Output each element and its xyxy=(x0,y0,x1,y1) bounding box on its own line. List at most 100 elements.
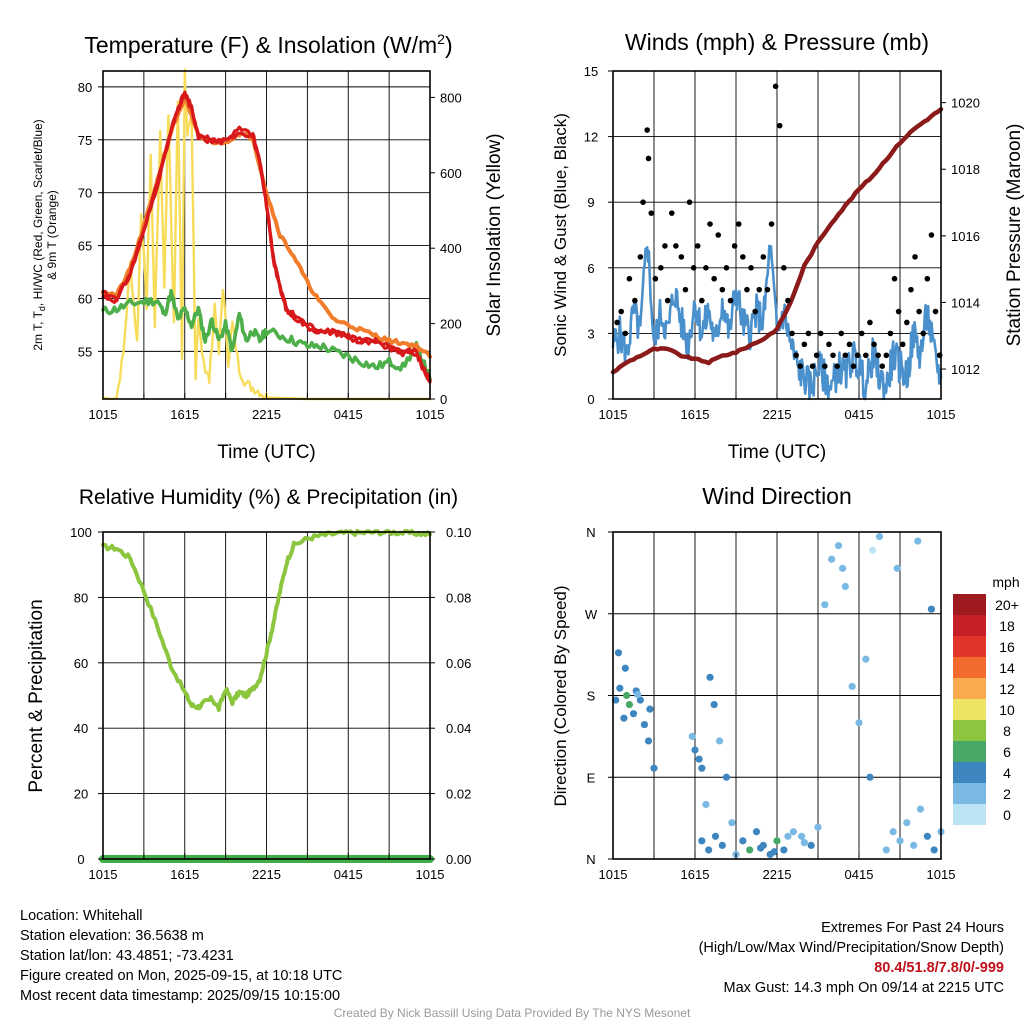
gust-point xyxy=(637,254,644,260)
gust-point xyxy=(879,363,886,370)
direction-point xyxy=(855,719,863,727)
direction-point xyxy=(916,805,925,813)
gust-point xyxy=(932,308,939,315)
y2-tick-label: 1012 xyxy=(951,362,980,377)
chart-title: Relative Humidity (%) & Precipitation (i… xyxy=(79,486,458,509)
gust-point xyxy=(723,265,730,271)
x-tick-label: 1015 xyxy=(927,407,956,422)
title-close: ) xyxy=(445,32,453,58)
gust-point xyxy=(834,363,840,370)
legend-label: 0 xyxy=(1003,807,1011,823)
gust-point xyxy=(809,363,816,370)
created-text: Figure created on Mon, 2025-09-15, at 10… xyxy=(20,968,343,984)
direction-point xyxy=(862,655,870,663)
x-tick-label: 2215 xyxy=(763,867,792,882)
direction-point xyxy=(773,837,781,845)
y2-tick-label: 600 xyxy=(440,166,462,181)
direction-point xyxy=(896,837,904,845)
direction-point xyxy=(621,664,629,672)
gust-point xyxy=(928,232,935,238)
latlon-text: Station lat/lon: 43.4851; -73.4231 xyxy=(20,948,234,964)
x-tick-label: 2215 xyxy=(252,407,281,422)
legend-swatch xyxy=(953,699,986,720)
gust-point xyxy=(768,221,775,227)
legend-label: 2 xyxy=(1003,786,1011,802)
legend-label: 16 xyxy=(999,639,1015,655)
gust-point xyxy=(682,286,689,293)
y-axis-label: Percent & Precipitation xyxy=(26,599,47,792)
x-tick-label: 1015 xyxy=(416,867,445,882)
station-info: Location: Whitehall Station elevation: 3… xyxy=(20,906,342,1006)
x-tick-label: 0415 xyxy=(334,407,363,422)
direction-point xyxy=(841,582,849,591)
elevation-text: Station elevation: 36.5638 m xyxy=(20,928,204,944)
legend-label: 14 xyxy=(999,660,1015,676)
title-sup: 2 xyxy=(437,31,445,47)
direction-point xyxy=(705,846,713,854)
legend-title: mph xyxy=(992,574,1019,590)
gust-point xyxy=(748,265,754,271)
x-tick-label: 1615 xyxy=(170,407,199,422)
direction-point xyxy=(739,837,747,845)
direction-point xyxy=(614,649,623,657)
gust-point xyxy=(781,265,787,271)
gust-point xyxy=(711,275,717,282)
gust-point xyxy=(690,265,697,271)
gust-point xyxy=(662,243,668,249)
gust-point xyxy=(744,286,750,293)
gust-point xyxy=(789,330,795,337)
direction-point xyxy=(882,846,890,854)
gust-point xyxy=(887,330,894,337)
humidity-chart: 1015 1615 2215 0415 1015 0 20 40 60 80 100 0.00 0.02… xyxy=(26,486,471,882)
gust-point xyxy=(707,221,713,227)
y-tick-label: E xyxy=(587,770,596,785)
x-tick-label: 1615 xyxy=(681,407,710,422)
direction-point xyxy=(757,844,765,852)
gust-point xyxy=(764,286,771,293)
gust-point xyxy=(854,352,861,359)
y2-tick-label: 1020 xyxy=(951,96,980,111)
gust-point xyxy=(694,243,701,249)
y-tick-label: 100 xyxy=(70,525,92,540)
legend-label: 20+ xyxy=(995,597,1019,613)
y-tick-label: W xyxy=(585,607,598,622)
direction-point xyxy=(889,828,897,836)
y2-tick-label: 0.02 xyxy=(446,787,471,802)
y-tick-label: 0 xyxy=(587,392,594,407)
y-tick-label: S xyxy=(587,689,596,704)
gust-point xyxy=(760,254,767,260)
gust-point xyxy=(673,243,679,249)
legend-swatch xyxy=(953,615,986,636)
gust-point xyxy=(826,341,832,348)
gust-point xyxy=(632,297,638,304)
direction-point xyxy=(930,846,938,854)
gust-point xyxy=(644,127,650,133)
y2-tick-label: 200 xyxy=(440,317,462,332)
gust-point xyxy=(801,341,808,348)
gust-point xyxy=(648,210,655,216)
y-tick-label: 80 xyxy=(74,590,88,605)
gust-point xyxy=(797,363,804,370)
y2-tick-label: 800 xyxy=(440,90,462,105)
gust-point xyxy=(858,330,865,337)
gust-point xyxy=(652,275,659,282)
direction-point xyxy=(716,737,724,745)
gust-point xyxy=(895,308,902,315)
y-tick-label: 12 xyxy=(584,130,598,145)
y-tick-label: 55 xyxy=(78,344,92,359)
gust-point xyxy=(752,308,758,315)
direction-point xyxy=(875,532,884,541)
y2-tick-label: 0.06 xyxy=(446,656,471,671)
direction-point xyxy=(722,773,731,781)
gust-point xyxy=(863,352,869,359)
y-tick-label: 60 xyxy=(78,291,92,306)
direction-point xyxy=(698,837,706,845)
direction-point xyxy=(623,691,631,700)
direction-point xyxy=(828,555,836,563)
pressure-line xyxy=(610,107,944,375)
gust-point xyxy=(740,254,746,260)
y2-tick-label: 1018 xyxy=(951,162,980,177)
direction-point xyxy=(625,700,634,709)
gust-point xyxy=(842,352,849,359)
